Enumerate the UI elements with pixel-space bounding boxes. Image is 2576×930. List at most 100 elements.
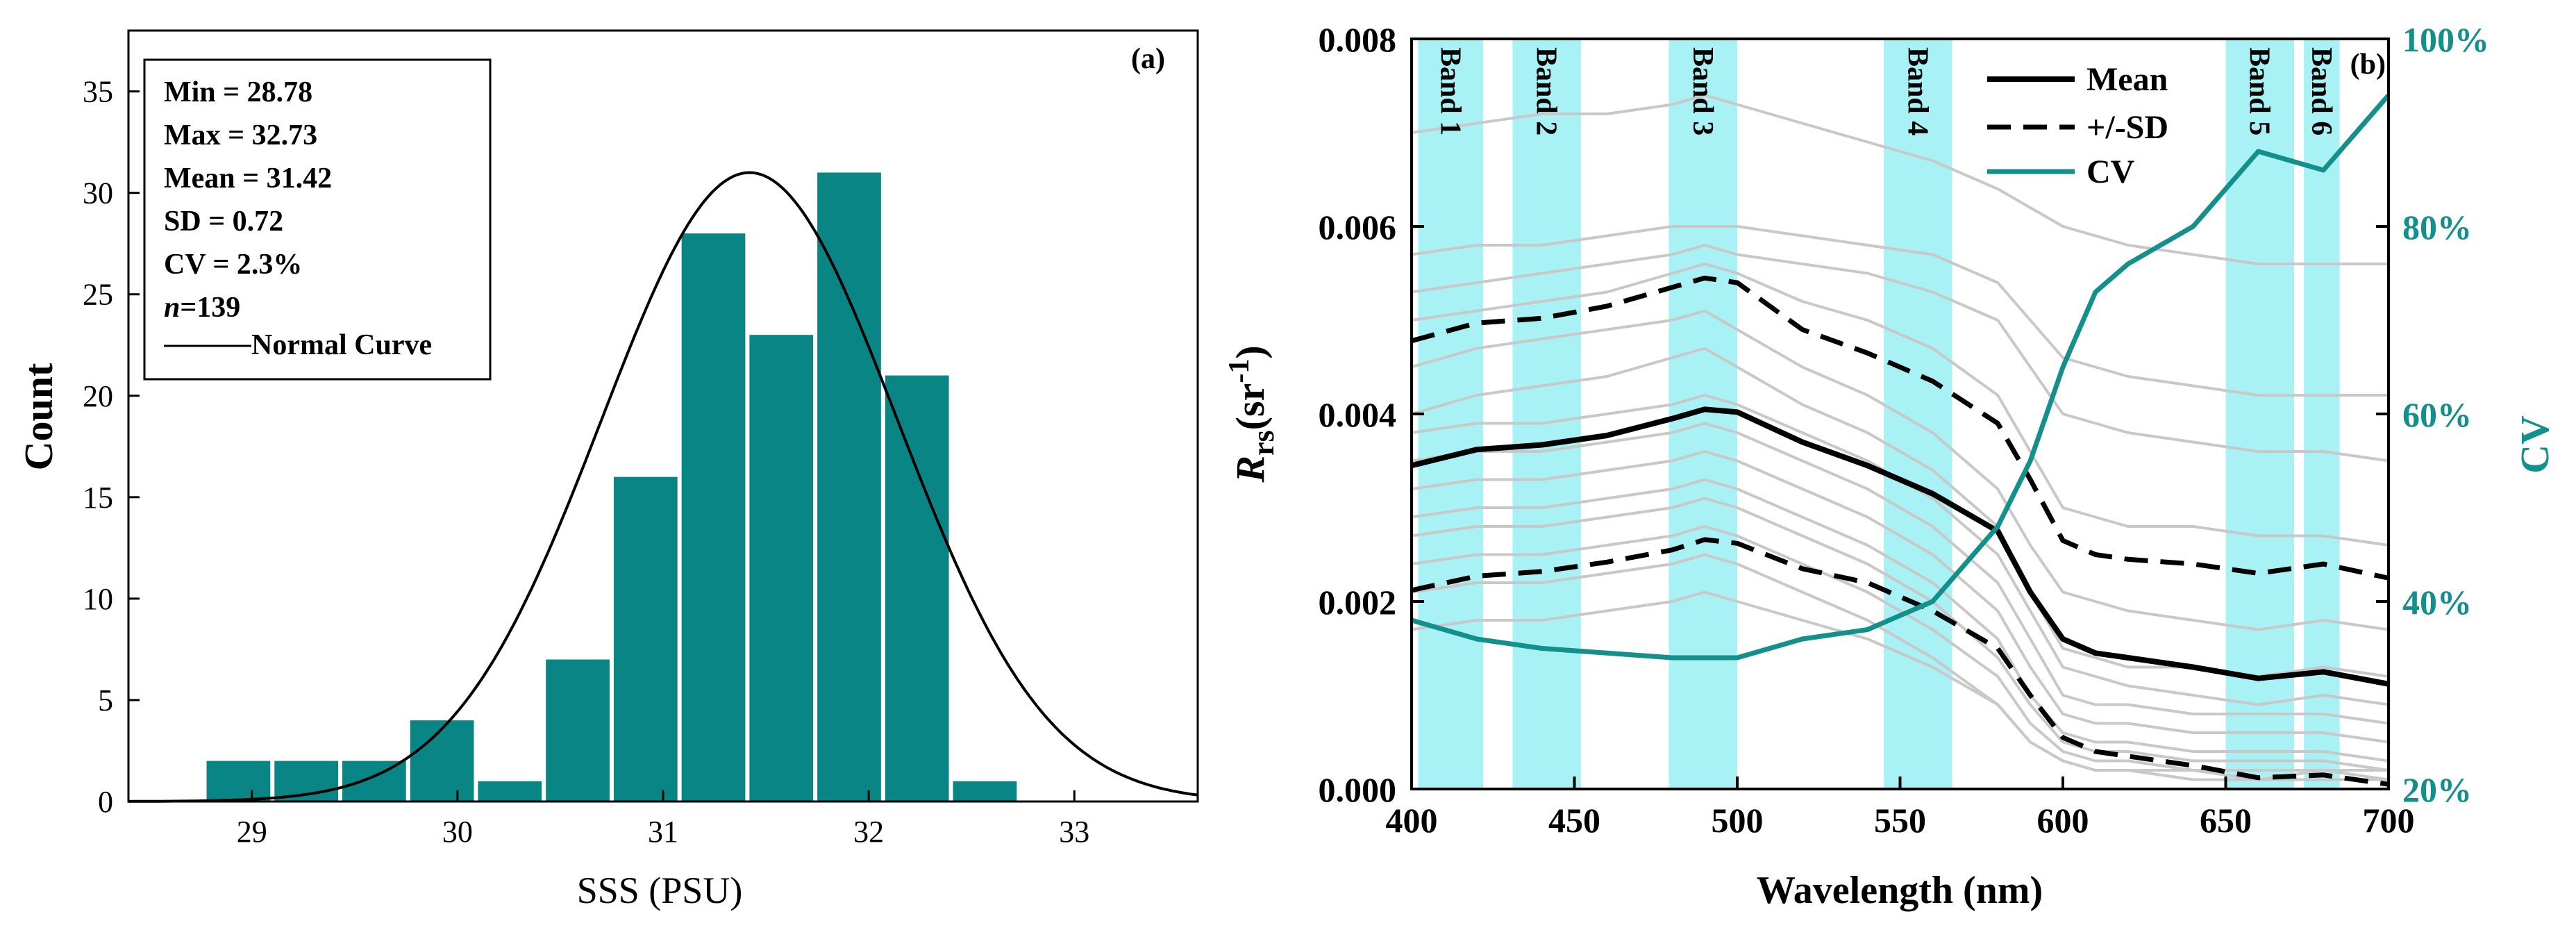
statistics-lines: Min = 28.78 Max = 32.73 Mean = 31.42 SD = 0… [164,76,332,324]
legend-mean-label: Mean [2086,61,2168,98]
statistic-value: 2.3% [237,249,303,281]
histogram-bars [206,172,1017,802]
statistic-value: =139 [180,292,240,324]
series-line-spectrum-13 [1412,553,2389,781]
statistic-value: 28.78 [247,76,313,108]
right-y-tick-label: 40% [2402,583,2472,622]
right-y-tick-label: 60% [2402,395,2472,434]
panel-label: (b) [2350,49,2386,81]
spectra-lines [1412,93,2389,787]
statistic-name: n [164,292,180,324]
band-label: Band 5 [2243,47,2275,135]
statistic-name: Max = [164,119,252,151]
series-line-spectrum-9 [1412,450,2389,744]
histogram-bar [613,476,678,802]
x-tick-label: 30 [442,815,473,849]
x-axis-ticks: 400 450 500 550 600 650 700 [1386,777,2415,840]
y-tick-label: 0.000 [1319,770,1397,809]
y-tick-label: 0.002 [1319,583,1397,622]
histogram-bar [749,335,814,802]
x-axis-ticks: 29 30 31 32 33 [237,790,1089,849]
band-highlight [1512,39,1581,789]
band-highlight [1418,39,1484,789]
series-line-spectrum-2 [1412,225,2389,397]
x-tick-label: 500 [1712,801,1764,840]
band-label: Band 4 [1901,47,1933,135]
x-tick-label: 32 [853,815,884,849]
y-axis-title-subscript: rs [1246,430,1280,456]
statistic-value: 0.72 [233,206,284,238]
right-y-tick-label: 80% [2402,208,2472,247]
statistics-line: Mean = 31.42 [164,163,332,194]
histogram-panel: 29 30 31 32 33 0 5 10 15 20 25 30 35 Count SSS (PSU… [16,29,1199,911]
y-axis-title-symbol: R [1228,456,1273,483]
statistic-name: SD = [164,206,233,238]
series-line-spectrum-1 [1412,94,2389,265]
statistics-line: SD = 0.72 [164,206,283,238]
series-line--sd [1412,537,2389,787]
statistic-value: 32.73 [252,119,318,151]
statistic-name: Min = [164,76,247,108]
x-tick-label: 550 [1874,801,1926,840]
legend: Mean +/-SD CV [1987,61,2168,190]
band-label: Band 2 [1530,47,1562,135]
x-tick-label: 650 [2200,801,2252,840]
y-tick-label: 10 [83,582,113,616]
y-axis-title: Count [16,363,61,470]
band-highlight [1884,39,1952,789]
x-tick-label: 600 [2037,801,2089,840]
y-tick-label: 0.008 [1319,20,1397,59]
y-tick-label: 15 [83,481,113,515]
x-tick-label: 29 [237,815,267,849]
statistic-value: 31.42 [267,163,333,194]
y-tick-label: 20 [83,379,113,413]
series-line-mean [1412,406,2389,687]
legend-normal-curve-label: Normal Curve [251,329,432,361]
histogram-bar [817,172,881,802]
histogram-bar [953,781,1017,802]
x-tick-label: 400 [1386,801,1438,840]
y-axis-title: Rrs(sr-1) [1223,345,1280,483]
y-tick-label: 0.006 [1319,208,1397,247]
y-tick-label: 0.004 [1319,395,1397,434]
y-axis-title-unit: (sr [1228,383,1273,431]
series-line-cv [1412,93,2389,661]
y-tick-label: 30 [83,176,113,210]
series-line-spectrum-8 [1412,422,2389,725]
statistic-name: Mean = [164,163,267,194]
band-highlights [1418,39,2340,789]
y-tick-label: 35 [83,75,113,109]
series-line-spectrum-5 [1412,309,2389,631]
right-y-tick-label: 100% [2402,20,2489,59]
band-label: Band 6 [2305,47,2337,135]
series-line-spectrum-14 [1412,590,2389,781]
y-axis-ticks: 0 5 10 15 20 25 30 35 [83,75,140,819]
histogram-bar [410,720,474,802]
band-labels: Band 1 Band 2 Band 3 Band 4 Band 5 Band 6 [1434,47,2337,135]
band-label: Band 1 [1434,47,1466,135]
right-y-axis-ticks: 20% 40% 60% 80% 100% [2376,20,2489,809]
histogram-bar [478,781,542,802]
x-tick-label: 450 [1548,801,1600,840]
statistic-name: CV = [164,249,237,281]
x-tick-label: 31 [648,815,678,849]
y-axis-title-unit-exponent: -1 [1223,359,1255,383]
y-tick-label: 5 [98,683,113,717]
series-line-spectrum-3 [1412,244,2389,463]
band-highlight [2225,39,2294,789]
right-y-axis-title: CV [2512,415,2557,474]
series-line--sd [1412,275,2389,581]
band-label: Band 3 [1687,47,1718,135]
x-axis-title: SSS (PSU) [577,870,743,911]
panel-label: (a) [1131,43,1165,75]
legend-cv-label: CV [2086,153,2135,190]
histogram-bar [206,761,271,802]
x-tick-label: 700 [2363,801,2415,840]
statistics-line: Min = 28.78 [164,76,312,108]
right-y-tick-label: 20% [2402,770,2472,809]
series-line-spectrum-10 [1412,478,2389,763]
histogram-bar [885,375,949,802]
series-line-spectrum-4 [1412,263,2389,547]
x-tick-label: 33 [1059,815,1089,849]
